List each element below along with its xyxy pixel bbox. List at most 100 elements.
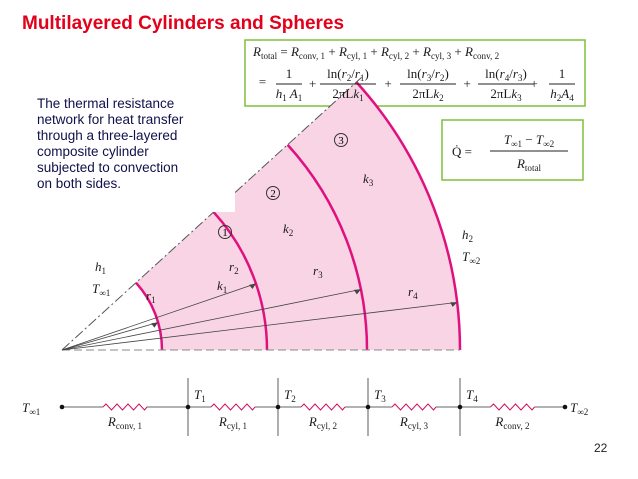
- math-subscript: ∞2: [543, 139, 554, 149]
- heat-rate-box: [441, 119, 584, 181]
- math-symbol: r: [146, 288, 152, 303]
- math-subscript: 3: [318, 270, 323, 280]
- math-symbol: r: [500, 66, 506, 81]
- arrow-head: [248, 283, 256, 289]
- math-piece: ln(: [327, 66, 341, 81]
- equation-box: [244, 39, 586, 107]
- math-subscript: conv, 2: [503, 421, 530, 431]
- node: [59, 404, 65, 410]
- math-text: r2: [229, 259, 239, 276]
- math-subscript: 3: [517, 93, 522, 103]
- math-text: 2πLk3: [490, 86, 522, 103]
- math-symbol: h: [462, 227, 469, 242]
- equals-sign: =: [258, 74, 267, 89]
- plus-sign: +: [530, 76, 539, 91]
- math-symbol: T: [462, 249, 470, 264]
- math-symbol: R: [516, 156, 525, 171]
- node: [562, 404, 568, 410]
- math-symbol: h: [276, 86, 283, 101]
- math-subscript: ∞1: [511, 139, 522, 149]
- math-subscript: 4: [473, 394, 478, 404]
- layer-marker: [266, 186, 280, 200]
- math-labels: Rtotal = Rconv, 1 + Rcyl, 1 + Rcyl, 2 + …: [22, 44, 589, 431]
- math-text: T∞1: [22, 400, 40, 417]
- plus-sign: +: [384, 76, 393, 91]
- math-symbol: R: [290, 44, 299, 59]
- math-subscript: 1: [360, 73, 365, 83]
- math-piece: +: [409, 44, 423, 59]
- math-symbol: r: [408, 284, 414, 299]
- math-text: k3: [363, 171, 374, 188]
- math-symbol: T: [22, 400, 30, 415]
- caption-background: [30, 92, 235, 212]
- math-subscript: 1: [359, 93, 364, 103]
- math-subscript: cyl, 1: [227, 421, 247, 431]
- math-text: ln(r2/r1): [327, 66, 369, 83]
- math-text: r3: [313, 263, 323, 280]
- math-symbol: k: [363, 171, 369, 186]
- layer-number: 1: [222, 227, 228, 239]
- math-symbol: R: [464, 44, 473, 59]
- math-symbol: R: [494, 414, 503, 429]
- math-symbol: R: [399, 414, 408, 429]
- node: [185, 404, 191, 410]
- node: [457, 404, 463, 410]
- math-text: 1: [286, 66, 293, 81]
- math-subscript: 1: [201, 394, 206, 404]
- math-subscript: 4: [413, 291, 418, 301]
- cylinder-diagram: 1 2 3: [61, 77, 462, 351]
- math-symbol: r: [435, 66, 441, 81]
- math-subscript: 3: [369, 178, 374, 188]
- layer-boundary: [355, 81, 462, 351]
- math-symbol: h: [550, 86, 557, 101]
- math-piece: 1: [559, 66, 566, 81]
- node: [365, 404, 371, 410]
- math-symbol: r: [355, 66, 361, 81]
- math-text: T3: [374, 387, 386, 404]
- radius-line: [61, 283, 257, 351]
- math-subscript: 3: [381, 394, 386, 404]
- math-piece: ln(: [485, 66, 499, 81]
- math-text: 1: [559, 66, 566, 81]
- layer-number: 3: [338, 135, 344, 147]
- math-symbol: k: [433, 86, 439, 101]
- math-piece: 2πL: [332, 86, 353, 101]
- math-symbol: T: [536, 132, 544, 147]
- math-symbol: R: [338, 44, 347, 59]
- radius-line: [61, 301, 458, 351]
- caption-line: subjected to convection: [37, 160, 178, 175]
- node: [275, 404, 281, 410]
- math-piece: 1: [286, 66, 293, 81]
- math-symbol: A: [287, 86, 298, 101]
- math-subscript: 3: [427, 73, 432, 83]
- math-symbol: R: [107, 414, 116, 429]
- math-symbol: r: [342, 66, 348, 81]
- resistor: [490, 403, 535, 411]
- math-text: Rcyl, 3: [399, 414, 429, 431]
- math-text: Rconv, 1: [107, 414, 142, 431]
- math-symbol: T: [570, 400, 578, 415]
- arrow-head: [151, 322, 159, 328]
- math-text: r1: [146, 288, 156, 305]
- math-text: h1 A1: [276, 86, 303, 103]
- layer-boundary: [135, 281, 164, 351]
- layer-number: 2: [270, 188, 276, 200]
- math-symbol: k: [511, 86, 517, 101]
- math-text: 2πLk2: [412, 86, 444, 103]
- math-subscript: 1: [102, 266, 107, 276]
- math-symbol: k: [217, 278, 223, 293]
- math-subscript: 1: [223, 285, 228, 295]
- math-text: T∞2: [462, 249, 481, 266]
- math-text: T1: [194, 387, 206, 404]
- arrow-head: [450, 302, 458, 307]
- math-subscript: conv, 1: [116, 421, 142, 431]
- caption-line: network for heat transfer: [37, 112, 184, 127]
- math-text: k1: [217, 278, 227, 295]
- math-subscript: ∞1: [29, 407, 40, 417]
- math-text: Rtotal = Rconv, 1 + Rcyl, 1 + Rcyl, 2 + …: [252, 44, 500, 61]
- math-subscript: 2: [291, 394, 296, 404]
- math-symbol: r: [513, 66, 519, 81]
- math-text: k2: [283, 221, 294, 238]
